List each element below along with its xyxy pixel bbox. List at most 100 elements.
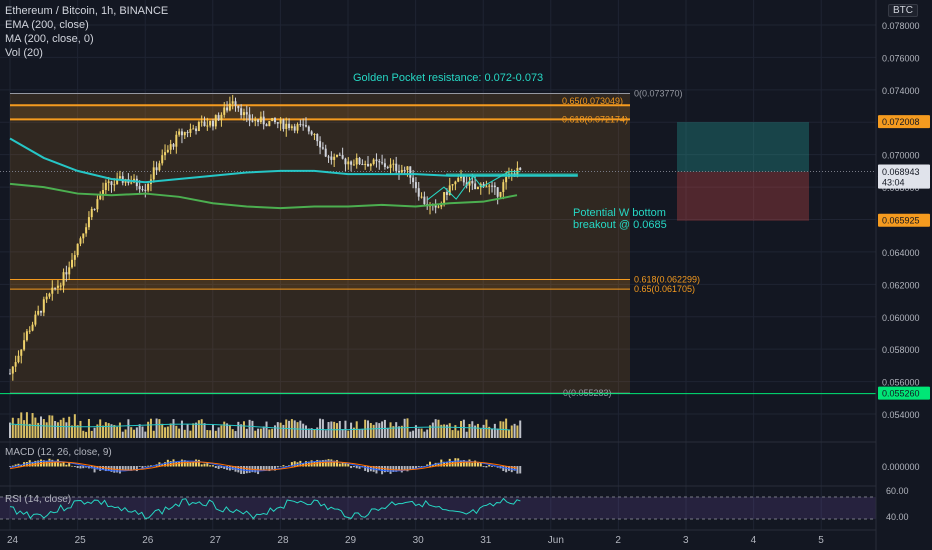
volume-bar — [220, 425, 223, 438]
volume-bar — [59, 419, 62, 438]
candle-body — [268, 121, 271, 127]
volume-bar — [45, 422, 48, 438]
volume-bar — [457, 430, 460, 438]
macd-bar — [341, 462, 344, 467]
macd-bar — [468, 459, 471, 467]
candle-body — [474, 183, 477, 190]
macd-bar — [214, 466, 217, 468]
candle-body — [468, 180, 471, 186]
price-badge: 0.072008 — [878, 115, 930, 129]
vol-legend[interactable]: Vol (20) — [5, 47, 43, 59]
volume-bar — [217, 427, 220, 438]
volume-bar — [231, 429, 234, 438]
volume-bar — [358, 429, 361, 438]
macd-bar — [99, 466, 102, 471]
candle-body — [493, 185, 496, 188]
volume-bar — [144, 431, 147, 438]
volume-bar — [465, 431, 468, 438]
rsi-tick-label: 60.00 — [886, 486, 909, 496]
candle-body — [76, 243, 79, 256]
candle-body — [414, 182, 417, 189]
candle-body — [189, 128, 192, 133]
volume-bar — [79, 420, 82, 438]
macd-bar — [293, 461, 296, 467]
macd-bar — [192, 462, 195, 467]
candle-body — [451, 184, 454, 186]
volume-bar — [248, 419, 251, 438]
price-badge-label: 0.055260 — [882, 389, 920, 399]
candle-body — [364, 163, 367, 165]
volume-bar — [493, 423, 496, 438]
volume-bar — [386, 427, 389, 438]
macd-bar — [519, 466, 522, 474]
ema-legend[interactable]: EMA (200, close) — [5, 19, 89, 31]
macd-bar — [271, 466, 274, 470]
macd-bar — [304, 461, 307, 467]
currency-button[interactable]: BTC — [888, 4, 918, 17]
volume-bar — [121, 431, 124, 438]
macd-bar — [460, 460, 463, 467]
macd-bar — [121, 466, 124, 471]
candle-body — [324, 148, 327, 157]
macd-bar — [392, 466, 395, 472]
macd-bar — [313, 461, 316, 467]
candle-body — [335, 154, 338, 157]
volume-bar — [51, 415, 54, 438]
volume-bar — [226, 423, 229, 438]
candle-body — [251, 120, 254, 122]
volume-bar — [223, 421, 226, 438]
candle-body — [254, 119, 257, 122]
time-tick-label: 31 — [480, 535, 492, 546]
volume-bar — [118, 422, 121, 438]
macd-bar — [9, 466, 11, 467]
volume-bar — [104, 422, 107, 438]
symbol-title[interactable]: Ethereum / Bitcoin, 1h, BINANCE — [5, 5, 169, 17]
candle-body — [9, 373, 11, 375]
candle-body — [271, 118, 274, 122]
price-badge-bg — [878, 213, 930, 227]
time-tick-label: 4 — [751, 535, 757, 546]
candle-body — [231, 101, 234, 104]
macd-bar — [164, 462, 167, 467]
volume-bar — [471, 421, 474, 438]
rsi-legend[interactable]: RSI (14, close) — [5, 494, 72, 505]
volume-bar — [40, 416, 43, 438]
macd-bar — [169, 461, 172, 467]
candle-body — [65, 272, 68, 275]
volume-bar — [381, 421, 384, 438]
macd-legend[interactable]: MACD (12, 26, close, 9) — [5, 447, 112, 458]
volume-bar — [302, 423, 305, 438]
macd-bar — [327, 459, 330, 467]
candle-body — [45, 296, 48, 300]
macd-bar — [62, 462, 65, 467]
candle-body — [110, 181, 113, 185]
ma-legend[interactable]: MA (200, close, 0) — [5, 33, 94, 45]
volume-bar — [369, 423, 372, 438]
candle-body — [107, 181, 110, 183]
time-tick-label: 29 — [345, 535, 357, 546]
price-badge: 0.055260 — [878, 386, 930, 400]
volume-bar — [519, 420, 522, 438]
macd-bar — [409, 466, 412, 470]
ma-200-line — [9, 182, 518, 210]
volume-bar — [324, 430, 327, 438]
candle-body — [203, 121, 206, 127]
macd-bar — [206, 463, 209, 467]
price-badge-label: 0.072008 — [882, 117, 920, 127]
macd-bar — [147, 465, 150, 467]
volume-ma-line — [9, 423, 511, 431]
golden-pocket-zone — [10, 105, 630, 120]
volume-bar — [135, 427, 138, 438]
volume-bar — [468, 423, 471, 438]
macd-bar — [96, 466, 99, 470]
candle-body — [488, 185, 491, 187]
volume-bar — [152, 430, 155, 438]
macd-bar — [209, 465, 212, 467]
candle-body — [23, 340, 26, 350]
macd-bar — [228, 466, 231, 471]
candle-body — [381, 162, 384, 164]
volume-bar — [90, 430, 93, 438]
candle-body — [319, 141, 322, 148]
